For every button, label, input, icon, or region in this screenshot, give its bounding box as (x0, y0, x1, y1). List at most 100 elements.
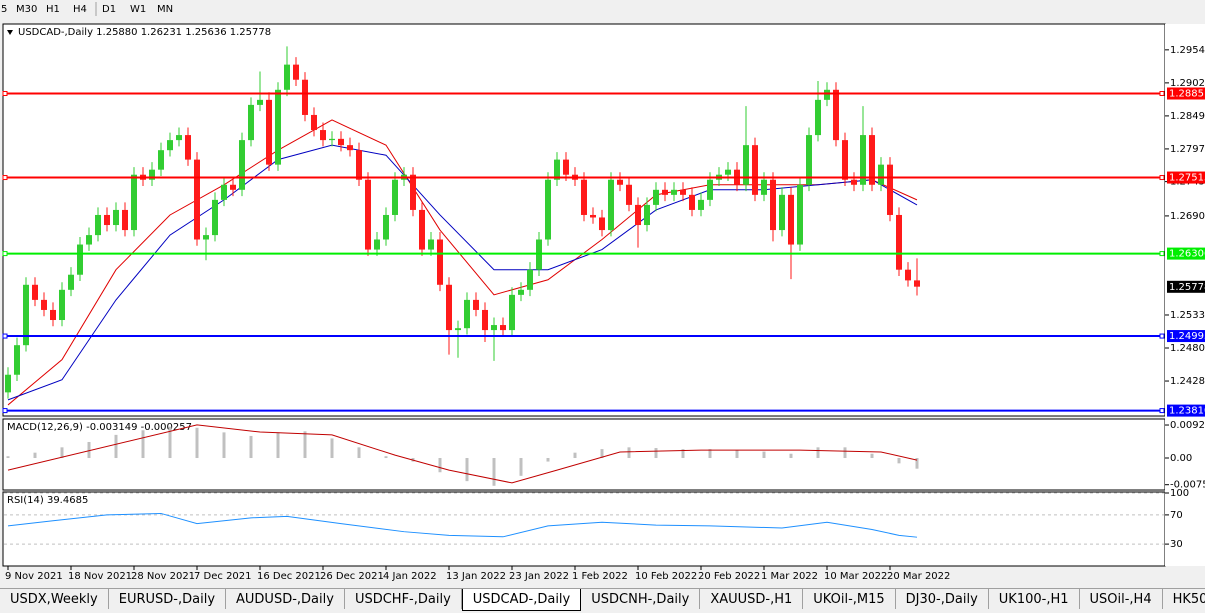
symbol-tab[interactable]: UK100-,H1 (989, 589, 1080, 609)
macd-histogram-bar (789, 453, 793, 459)
candle-body (77, 244, 83, 275)
candle-body (518, 289, 524, 295)
candle-body (68, 274, 74, 290)
macd-histogram-bar (627, 447, 631, 459)
macd-histogram-bar (141, 430, 145, 459)
macd-histogram-bar (330, 438, 334, 459)
symbol-tab[interactable]: AUDUSD-,Daily (226, 589, 345, 609)
rsi-panel (2, 491, 1166, 567)
candle-body (419, 209, 425, 250)
candle-body (320, 130, 326, 141)
candle-body (230, 184, 236, 190)
timeframe-button[interactable]: H1 (46, 4, 60, 15)
macd-histogram-bar (168, 426, 172, 459)
candle-body (617, 179, 623, 185)
candle-body (59, 289, 65, 321)
candle-body (689, 194, 695, 210)
rsi-line (7, 512, 918, 538)
candle-body (815, 99, 821, 136)
x-tick-label: 10 Feb 2022 (635, 571, 697, 582)
macd-histogram-bar (897, 458, 901, 464)
candle-body (806, 135, 812, 185)
symbol-tab[interactable]: USDX,Weekly (0, 589, 109, 609)
candle-body (842, 140, 848, 180)
symbol-tab[interactable]: DJ30-,Daily (896, 589, 989, 609)
timeframe-button[interactable]: MN (157, 4, 173, 15)
toolbar (0, 0, 1205, 18)
macd-histogram-bar (195, 427, 199, 459)
candle-body (644, 204, 650, 226)
x-tick-label: 28 Nov 2021 (131, 571, 195, 582)
current-price-label: 1.25778 (1169, 282, 1205, 293)
candle-body (437, 239, 443, 285)
level-price-box (1167, 87, 1205, 100)
timeframe-button[interactable]: 5 (1, 4, 7, 15)
candle-body (113, 209, 119, 226)
level-price-box (1167, 330, 1205, 343)
candle-body (896, 214, 902, 270)
candle-body (338, 138, 344, 146)
y-tick-label: 1.27970 (1170, 144, 1205, 155)
y-tick-label: 1.26905 (1170, 211, 1205, 222)
macd-histogram-bar (303, 431, 307, 459)
candle-body (581, 179, 587, 215)
macd-histogram-bar (600, 449, 604, 459)
candle-body (545, 179, 551, 240)
y-tick-label: 1.28495 (1170, 111, 1205, 122)
y-tick-label: 1.29545 (1170, 45, 1205, 56)
candle-body (149, 169, 155, 180)
level-anchor (2, 408, 8, 414)
candle-body (14, 345, 20, 375)
symbol-tab[interactable]: USDCHF-,Daily (345, 589, 462, 609)
macd-histogram-bar (915, 458, 919, 469)
candle-body (104, 214, 110, 226)
symbol-tab[interactable]: USOil-,H4 (1080, 589, 1163, 609)
candle-body (482, 309, 488, 331)
candle-body (203, 235, 209, 240)
candle-body (5, 374, 11, 393)
candle-body (743, 145, 749, 185)
macd-histogram-bar (384, 456, 388, 459)
candle-body (32, 284, 38, 300)
candle-body (239, 140, 245, 190)
candle-body (473, 299, 479, 310)
candle-body (356, 150, 362, 180)
symbol-tab[interactable]: XAUUSD-,H1 (700, 589, 804, 609)
y-tick-label: 0.009270 (1170, 420, 1205, 431)
candle-body (698, 199, 704, 210)
x-tick-label: 20 Mar 2022 (887, 571, 950, 582)
macd-histogram-bar (222, 432, 226, 459)
symbol-tab[interactable]: HK50-,Daily (1163, 589, 1205, 609)
candle-body (914, 280, 920, 287)
timeframe-button[interactable]: D1 (102, 4, 116, 15)
y-tick-label: 30 (1170, 539, 1183, 550)
level-price-label: 1.26306 (1169, 249, 1205, 260)
candle-body (761, 179, 767, 195)
symbol-tab[interactable]: USDCNH-,Daily (581, 589, 701, 609)
macd-histogram-bar (276, 432, 280, 459)
timeframe-button[interactable]: M30 (16, 4, 37, 15)
x-tick-label: 13 Jan 2022 (446, 571, 506, 582)
candle-body (779, 194, 785, 231)
chart-window: USDCAD-,Daily 1.25880 1.26231 1.25636 1.… (0, 0, 1205, 582)
candle-body (500, 325, 506, 331)
timeframe-button[interactable]: H4 (73, 4, 87, 15)
candle-body (869, 135, 875, 185)
symbol-tab[interactable]: EURUSD-,Daily (109, 589, 227, 609)
y-tick-label: 1.29020 (1170, 78, 1205, 89)
candle-body (797, 184, 803, 245)
candle-body (410, 174, 416, 210)
candle-body (860, 135, 866, 185)
symbol-tab[interactable]: UKOil-,M15 (803, 589, 896, 609)
candle-body (86, 235, 92, 245)
macd-histogram-bar (816, 447, 820, 459)
symbol-tab[interactable]: USDCAD-,Daily (461, 589, 582, 611)
level-anchor (2, 91, 8, 97)
x-tick-label: 18 Nov 2021 (68, 571, 132, 582)
timeframe-button[interactable]: W1 (130, 4, 146, 15)
level-price-box (1167, 171, 1205, 184)
macd-histogram-bar (33, 452, 37, 459)
candle-body (725, 169, 731, 175)
level-anchor (1159, 91, 1165, 97)
